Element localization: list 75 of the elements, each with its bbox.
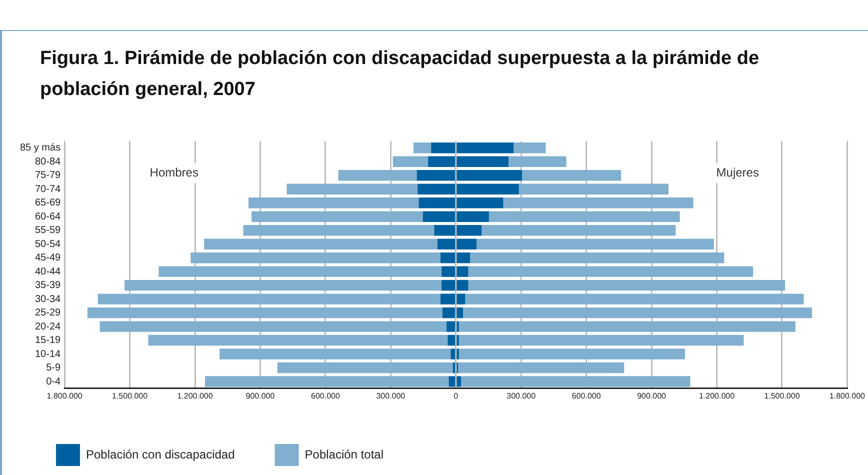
- bar: [482, 224, 676, 236]
- x-tick-label: 0: [454, 391, 459, 400]
- x-tick-label: 600.000: [572, 391, 602, 400]
- bar: [465, 294, 804, 304]
- x-tick-label: 1.800.000: [46, 391, 83, 400]
- bar: [508, 156, 566, 167]
- y-tick-label: 45-49: [34, 252, 62, 264]
- bar: [190, 252, 440, 264]
- bar: [450, 348, 456, 360]
- bar: [392, 156, 428, 167]
- x-tick-label: 300.000: [506, 391, 536, 400]
- x-tick-label: 900.000: [637, 391, 667, 400]
- bar: [448, 334, 456, 346]
- y-tick-label: 60-64: [34, 211, 62, 222]
- bar: [522, 170, 622, 181]
- x-tick-label: 1.200.000: [698, 391, 736, 400]
- bar: [158, 266, 442, 277]
- bar: [413, 142, 432, 154]
- bar: [458, 348, 686, 360]
- legend-label: Población con discapacidad: [86, 447, 235, 462]
- annotation: Hombres: [150, 165, 198, 180]
- y-tick-label: 80-84: [34, 156, 62, 168]
- bar: [220, 348, 451, 360]
- bar: [470, 252, 724, 264]
- x-tick-label: 300.000: [376, 391, 406, 400]
- x-tick-label: 1.500.000: [764, 391, 800, 400]
- y-tick-label: 30-34: [34, 294, 62, 305]
- y-tick-label: 85 y más: [20, 142, 61, 154]
- y-tick-label: 35-39: [34, 280, 62, 292]
- y-tick-label: 50-54: [34, 238, 62, 250]
- bar: [124, 280, 442, 291]
- y-tick-label: 15-19: [34, 335, 62, 346]
- y-tick-label: 25-29: [34, 308, 62, 319]
- annotation: Mujeres: [716, 165, 759, 180]
- bar: [204, 238, 438, 250]
- bar: [461, 376, 690, 387]
- bar: [100, 321, 447, 332]
- x-tick-label: 1.800.000: [829, 391, 866, 400]
- y-tick-label: 75-79: [34, 170, 62, 182]
- bar: [205, 376, 449, 387]
- x-tick-label: 900.000: [246, 391, 276, 400]
- bar: [446, 321, 456, 332]
- bar: [476, 238, 714, 250]
- bar: [458, 334, 744, 346]
- y-tick-label: 0-4: [46, 376, 62, 388]
- y-tick-label: 70-74: [34, 184, 62, 195]
- bar: [87, 307, 442, 318]
- x-tick-label: 1.200.000: [177, 391, 214, 400]
- bar: [458, 321, 796, 332]
- bar: [286, 184, 418, 194]
- bar: [503, 197, 694, 208]
- bar: [518, 184, 669, 194]
- bar: [243, 224, 434, 236]
- bar: [458, 362, 624, 374]
- x-tick-label: 1.500.000: [112, 391, 148, 400]
- bar: [98, 294, 440, 304]
- bar: [252, 211, 423, 222]
- y-tick-label: 55-59: [34, 225, 62, 236]
- bar: [468, 266, 754, 277]
- bar: [514, 142, 546, 154]
- bar: [468, 280, 786, 291]
- bar: [277, 362, 453, 374]
- y-tick-label: 10-14: [34, 348, 62, 360]
- chart-title: Figura 1. Pirámide de población con discapacidad superpuesta a la pirámide de población general, 2007: [40, 47, 760, 102]
- bar: [338, 170, 417, 181]
- legend-label: Población total: [304, 447, 384, 462]
- bar: [148, 334, 448, 346]
- bar: [488, 211, 680, 222]
- y-tick-label: 20-24: [34, 321, 62, 332]
- bar: [463, 307, 812, 318]
- y-tick-label: 5-9: [46, 362, 62, 374]
- x-tick-label: 600.000: [310, 391, 340, 400]
- bar: [248, 197, 419, 208]
- y-tick-label: 65-69: [34, 198, 62, 209]
- y-tick-label: 40-44: [34, 266, 62, 278]
